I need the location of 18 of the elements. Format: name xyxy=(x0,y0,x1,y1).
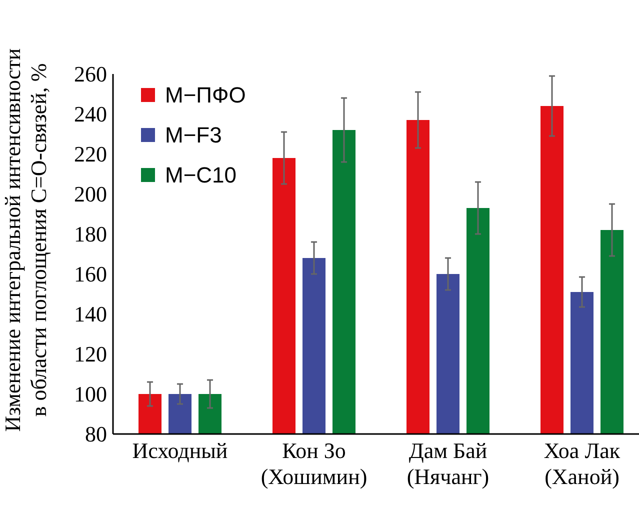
legend-label: М−F3 xyxy=(165,122,222,148)
y-tick-label: 140 xyxy=(74,302,107,327)
legend-label: М−ПФО xyxy=(165,82,246,108)
y-tick-label: 200 xyxy=(74,182,107,207)
y-tick-label: 240 xyxy=(74,102,107,127)
legend-label: М−C10 xyxy=(165,162,237,188)
y-tick-label: 120 xyxy=(74,342,107,367)
x-tick-label: Исходный xyxy=(132,438,228,463)
x-tick-label: Кон Зо (Хошимин) xyxy=(260,438,368,489)
y-axis-title: Изменение интегральной интенсивности в области поглощения С=О-связей, % xyxy=(0,48,51,432)
y-tick-label: 180 xyxy=(74,222,107,247)
x-tick-label: Хоа Лак (Ханой) xyxy=(544,438,620,489)
y-tick-label: 220 xyxy=(74,142,107,167)
y-tick-label: 100 xyxy=(74,382,107,407)
y-tick-label: 80 xyxy=(85,422,107,447)
x-tick-label: Дам Бай (Нячанг) xyxy=(406,438,490,489)
y-tick-label: 160 xyxy=(74,262,107,287)
y-tick-label: 260 xyxy=(74,62,107,87)
